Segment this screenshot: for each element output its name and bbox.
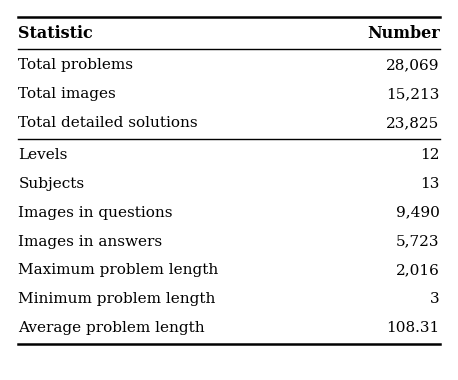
Text: Images in answers: Images in answers	[18, 234, 163, 249]
Text: Number: Number	[367, 25, 440, 42]
Text: 3: 3	[430, 292, 440, 306]
Text: Total detailed solutions: Total detailed solutions	[18, 116, 198, 130]
Text: 15,213: 15,213	[386, 87, 440, 101]
Text: Total problems: Total problems	[18, 58, 133, 72]
Text: Levels: Levels	[18, 148, 68, 162]
Text: Subjects: Subjects	[18, 177, 84, 191]
Text: Images in questions: Images in questions	[18, 206, 173, 220]
Text: Minimum problem length: Minimum problem length	[18, 292, 216, 306]
Text: 108.31: 108.31	[387, 321, 440, 335]
Text: 23,825: 23,825	[387, 116, 440, 130]
Text: 2,016: 2,016	[396, 263, 440, 277]
Text: Average problem length: Average problem length	[18, 321, 205, 335]
Text: 13: 13	[420, 177, 440, 191]
Text: 5,723: 5,723	[396, 234, 440, 249]
Text: 12: 12	[420, 148, 440, 162]
Text: Total images: Total images	[18, 87, 116, 101]
Text: 9,490: 9,490	[396, 206, 440, 220]
Text: Maximum problem length: Maximum problem length	[18, 263, 218, 277]
Text: Statistic: Statistic	[18, 25, 93, 42]
Text: 28,069: 28,069	[386, 58, 440, 72]
